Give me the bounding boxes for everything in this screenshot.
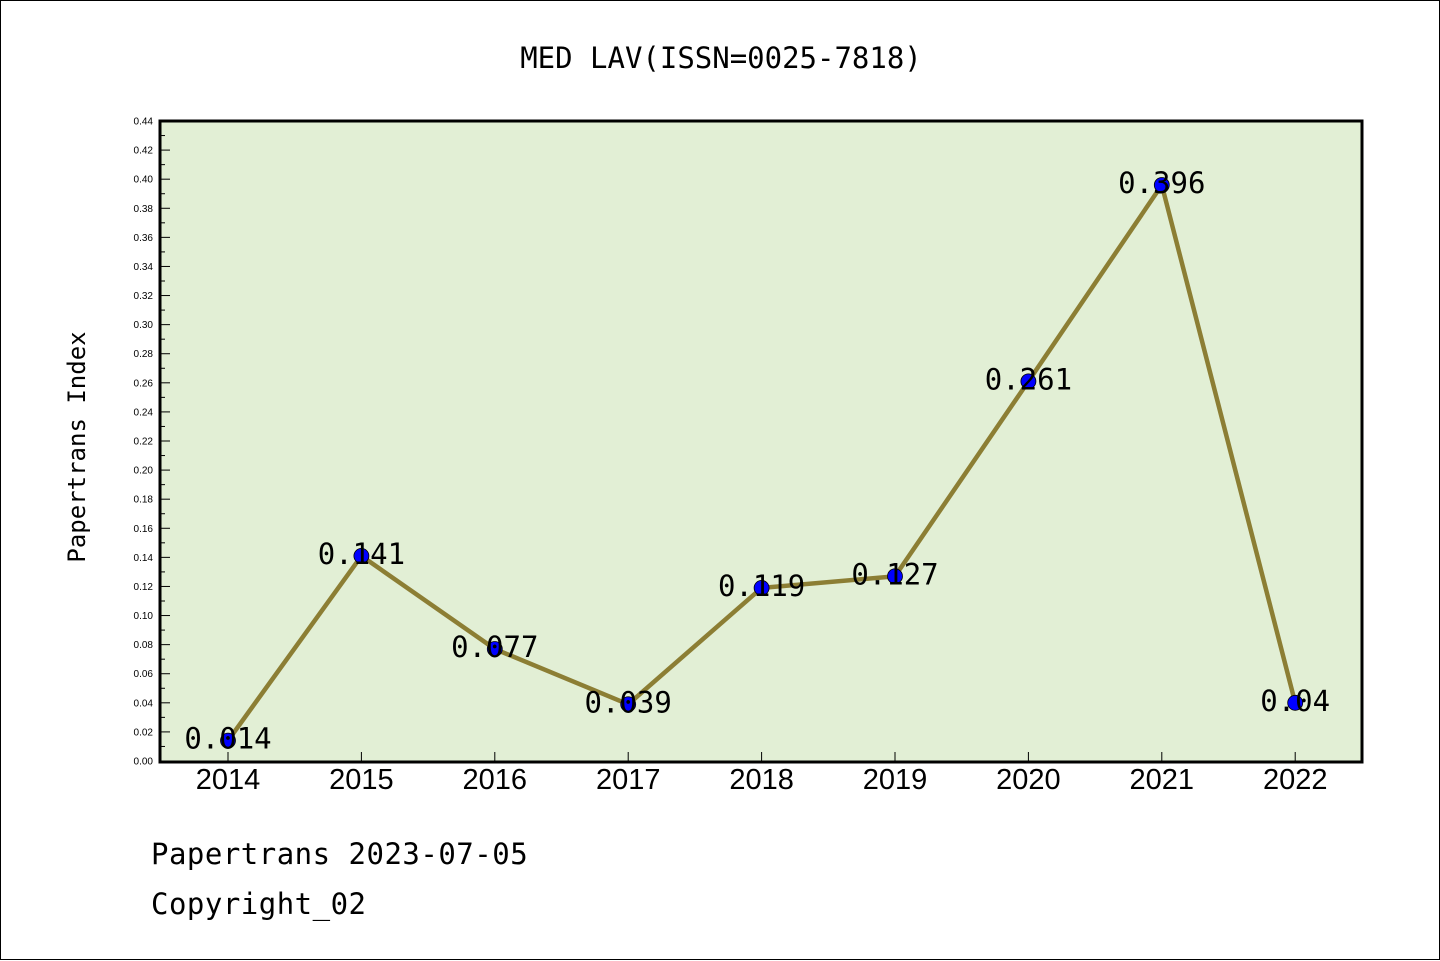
data-labels: 0.014 0.141 0.077 0.039 0.119 0.127 0.261 0.396… — [184, 166, 1330, 756]
data-point — [1020, 373, 1037, 390]
x-tick-label: 2014 — [196, 764, 261, 796]
y-tick-label: 0.30 — [134, 320, 154, 331]
data-point — [220, 732, 236, 749]
chart-title: MED LAV(ISSN=0025-7818) — [520, 41, 922, 75]
x-tick-label: 2018 — [729, 764, 794, 796]
y-tick-label: 0.20 — [134, 466, 154, 477]
y-tick-label: 0.22 — [134, 437, 154, 448]
y-tick-label: 0.18 — [134, 495, 154, 506]
y-axis-ticks: 0.00 0.02 0.04 0.06 0.08 0.10 0.12 0.14 0.16 0.18… — [134, 117, 170, 768]
y-tick-label: 0.06 — [134, 669, 154, 680]
x-tick-label: 2020 — [996, 764, 1061, 796]
data-label: 0.04 — [1260, 684, 1330, 718]
y-tick-label: 0.40 — [134, 175, 154, 186]
data-point — [620, 696, 637, 713]
x-tick-label: 2015 — [329, 764, 394, 796]
y-tick-label: 0.16 — [134, 524, 154, 535]
y-tick-label: 0.04 — [134, 698, 154, 709]
footer-copyright: Copyright_02 — [151, 887, 367, 921]
x-tick-label: 2019 — [863, 764, 928, 796]
data-points — [220, 177, 1304, 749]
y-axis-label: Papertrans Index — [63, 331, 91, 562]
y-tick-label: 0.32 — [134, 291, 154, 302]
data-label: 0.141 — [318, 537, 405, 571]
data-label: 0.127 — [851, 557, 938, 591]
y-tick-label: 0.38 — [134, 204, 154, 215]
data-label: 0.014 — [184, 722, 271, 756]
y-tick-label: 0.42 — [134, 146, 154, 157]
y-tick-label: 0.26 — [134, 378, 154, 389]
data-point — [753, 580, 770, 596]
y-tick-label: 0.00 — [134, 757, 154, 768]
x-tick-label: 2017 — [596, 764, 661, 796]
x-tick-label: 2022 — [1263, 764, 1328, 796]
y-tick-label: 0.44 — [134, 117, 154, 128]
data-label: 0.119 — [718, 569, 805, 603]
data-label: 0.396 — [1118, 166, 1205, 200]
y-tick-label: 0.14 — [134, 553, 154, 564]
footer-date: Papertrans 2023-07-05 — [151, 837, 529, 871]
y-tick-label: 0.02 — [134, 727, 154, 738]
data-label: 0.039 — [585, 685, 672, 719]
data-label: 0.261 — [985, 362, 1072, 396]
y-tick-label: 0.08 — [134, 640, 154, 651]
x-tick-label: 2016 — [463, 764, 528, 796]
y-tick-label: 0.34 — [134, 262, 154, 273]
x-tick-label: 2021 — [1130, 764, 1195, 796]
y-tick-label: 0.10 — [134, 611, 154, 622]
x-axis-ticks: 2014 2015 2016 2017 2018 2019 2020 2021 2022 — [196, 752, 1328, 796]
y-tick-label: 0.24 — [134, 407, 154, 418]
data-point — [887, 568, 903, 585]
data-point — [1153, 177, 1170, 193]
y-tick-label: 0.28 — [134, 349, 154, 360]
data-point — [353, 548, 370, 564]
data-point — [1287, 694, 1304, 711]
plot-area — [158, 119, 1364, 764]
y-tick-label: 0.36 — [134, 233, 154, 244]
y-tick-label: 0.12 — [134, 582, 154, 593]
data-point — [486, 641, 503, 657]
data-label: 0.077 — [451, 630, 538, 664]
